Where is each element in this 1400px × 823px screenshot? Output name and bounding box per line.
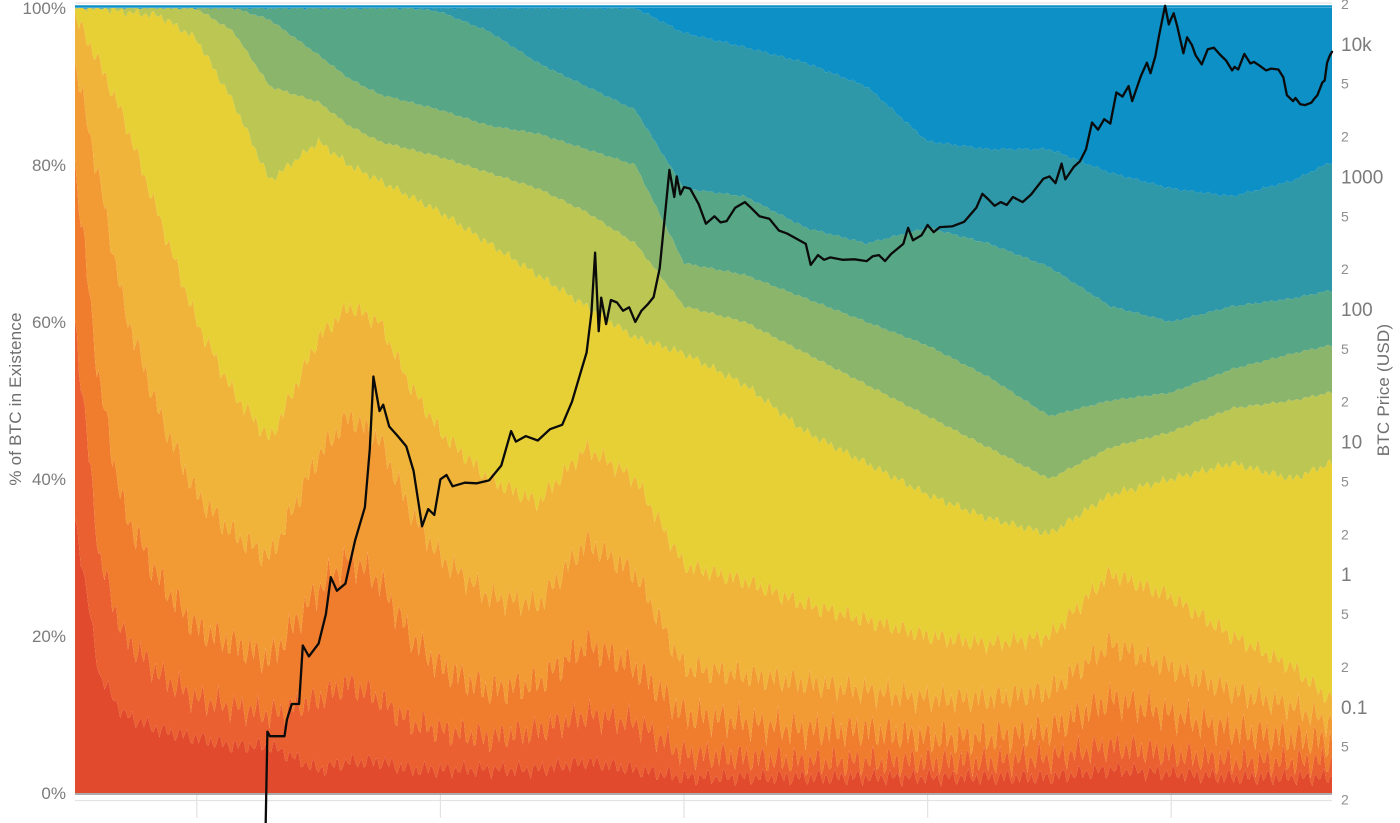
y-right-tick-label: 5 <box>1341 474 1349 490</box>
y-right-tick-label: 1 <box>1341 565 1352 586</box>
y-right-tick-label: 2 <box>1341 261 1349 277</box>
y-left-tick-label: 60% <box>32 313 66 332</box>
y-left-tick-label: 80% <box>32 156 66 175</box>
y-right-tick-label: 2 <box>1341 792 1349 808</box>
y-right-tick-label: 5 <box>1341 208 1349 224</box>
y-right-tick-label: 5 <box>1341 76 1349 92</box>
y-right-tick-label: 10 <box>1341 433 1362 454</box>
y-left-tick-label: 20% <box>32 627 66 646</box>
y-right-tick-label: 2 <box>1341 659 1349 675</box>
y-right-tick-label: 5 <box>1341 606 1349 622</box>
band-06 <box>75 8 1332 703</box>
stacked-area-bands <box>75 5 1332 793</box>
band-08 <box>75 8 1332 479</box>
btc-price-line <box>264 4 1334 823</box>
y-right-tick-label: 10k <box>1341 35 1372 56</box>
y-right-tick-label: 100 <box>1341 300 1373 321</box>
y-left-tick-label: 40% <box>32 470 66 489</box>
band-01 <box>75 517 1332 793</box>
band-09 <box>75 8 1332 417</box>
axis-tick-labels: 0% 20% 40% 60% 80% 100% 2 10k 5 2 1000 5 2 100 5 2 10 5 2 1… <box>23 0 1384 808</box>
y-right-tick-label: 5 <box>1341 341 1349 357</box>
band-04 <box>75 61 1332 758</box>
y-right-tick-label: 0.1 <box>1341 698 1367 719</box>
y-right-tick-label: 2 <box>1341 0 1349 12</box>
band-11 <box>75 8 1332 198</box>
band-03 <box>75 158 1332 779</box>
y-left-axis-title: % of BTC in Existence <box>6 312 25 486</box>
gridlines <box>75 2 1332 818</box>
band-10 <box>75 8 1332 322</box>
y-right-tick-label: 2 <box>1341 394 1349 410</box>
band-05 <box>75 10 1332 738</box>
y-right-axis-title: BTC Price (USD) <box>1374 323 1393 457</box>
y-right-tick-label: 2 <box>1341 129 1349 145</box>
btc-price-series <box>264 4 1334 823</box>
y-left-tick-label: 100% <box>23 0 66 18</box>
y-right-tick-label: 5 <box>1341 739 1349 755</box>
y-right-tick-label: 1000 <box>1341 167 1383 188</box>
y-right-tick-label: 2 <box>1341 526 1349 542</box>
y-left-tick-label: 0% <box>41 784 66 803</box>
